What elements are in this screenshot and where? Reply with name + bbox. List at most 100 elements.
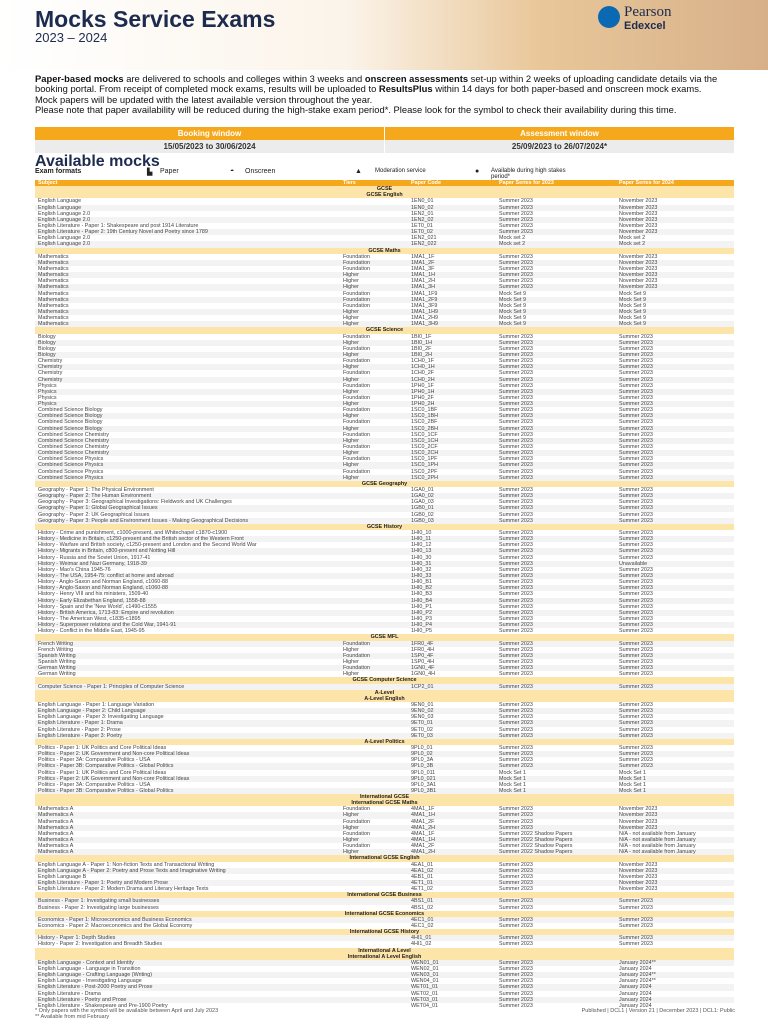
cell: Foundation — [343, 419, 370, 426]
cell: 1HI0_P1 — [411, 603, 432, 610]
cell: Foundation — [343, 302, 370, 309]
table-row: Mathematics Foundation 1MA1_2F9 Mock Set 9 M… — [35, 296, 734, 303]
cell: Physics — [38, 388, 57, 395]
cell: Summer 2023 — [499, 198, 533, 205]
cell: Summer 2023 — [619, 388, 653, 395]
cell: 9PL0_011 — [411, 769, 436, 776]
cell: 1FR0_4F — [411, 640, 434, 647]
cell: Higher — [343, 278, 359, 285]
table-row: Geography - Paper 3: Geographical Invest… — [35, 499, 734, 505]
cell: Combined Science Biology — [38, 425, 103, 432]
cell: Summer 2023 — [499, 573, 533, 579]
table-row: Mathematics A Higher 4MA1_2H Summer 2022 Sh… — [35, 849, 734, 856]
table-row: Chemistry Higher 1CH0_1H Summer 2023 Summer … — [35, 364, 734, 371]
cell: Combined Science Physics — [38, 468, 104, 475]
table-row: English Language 2.0 1EN2_01 Summer 2023 No… — [35, 211, 734, 217]
cell: 1MA1_1F — [411, 253, 435, 260]
cell: Mock Set 1 — [619, 787, 646, 794]
cell: 9PL0_3A1 — [411, 781, 437, 788]
cell: Higher — [343, 671, 359, 678]
cell: Summer 2023 — [619, 474, 653, 481]
cell: Summer 2023 — [499, 984, 533, 991]
cell: Biology — [38, 351, 56, 358]
cell: 1SC0_1BH — [411, 413, 438, 420]
cell: Summer 2023 — [499, 542, 533, 549]
table-row: History - The American West, c1835-c1895… — [35, 616, 734, 622]
cell: Summer 2023 — [499, 425, 533, 432]
cell: 1MA1_3F — [411, 265, 435, 272]
cell: Summer 2023 — [619, 646, 653, 653]
cell: Biology — [38, 345, 56, 352]
subject-heading: International A Level English — [35, 953, 734, 960]
cell: Summer 2023 — [619, 720, 653, 727]
cell: Summer 2023 — [499, 253, 533, 260]
cell: Summer 2023 — [619, 744, 653, 751]
cell: November 2023 — [619, 265, 658, 272]
cell: January 2024 — [619, 966, 652, 972]
cell: Summer 2023 — [619, 419, 653, 426]
cell: 1BI0_1H — [411, 339, 432, 346]
cell: Mock Set 1 — [619, 769, 646, 776]
cell: Summer 2022 Shadow Papers — [499, 837, 573, 844]
table-row: Combined Science Chemistry Foundation 1SC0… — [35, 444, 734, 450]
cell: English Language — [38, 198, 82, 205]
cell: Foundation — [343, 259, 370, 266]
mocks-table: Subject Tiers Paper Code Paper Series for 2… — [35, 180, 734, 1009]
cell: Summer 2023 — [499, 579, 533, 586]
cell: 1MA1_3F9 — [411, 302, 438, 309]
cell: 4EC1_02 — [411, 923, 434, 930]
cell: 1HI0_33 — [411, 573, 432, 579]
table-row: Politics - Paper 3B: Comparative Politic… — [35, 787, 734, 795]
cell: Summer 2023 — [499, 757, 533, 764]
cell: Mock Set 9 — [619, 315, 646, 322]
cell: Summer 2023 — [619, 935, 653, 942]
cell: Mathematics A — [38, 824, 74, 831]
cell: 1SC0_1PF — [411, 456, 438, 463]
cell: 1SP0_4H — [411, 658, 435, 665]
column-header: Paper Series for 2024 — [619, 180, 674, 186]
table-row: English Literature - Paper 1: Drama 9ET0_… — [35, 720, 734, 727]
cell: Summer 2023 — [499, 468, 533, 475]
table-row: English Literature - Shakespeare and Pre… — [35, 1003, 734, 1009]
cell: WET02_01 — [411, 990, 438, 997]
cell: November 2023 — [619, 278, 658, 285]
cell: Biology — [38, 339, 56, 346]
cell: N/A - not available from January — [619, 843, 696, 850]
cell: English Language - Language in Transitio… — [38, 966, 141, 972]
cell: Summer 2023 — [499, 671, 533, 678]
cell: 1HI0_12 — [411, 542, 432, 549]
table-row: History - Paper 1: Depth Studies 4HI1_01 S… — [35, 935, 734, 942]
cell: 1MA1_1H9 — [411, 308, 438, 315]
cell: WEN03_01 — [411, 972, 439, 979]
cell: 1MA1_1F9 — [411, 290, 438, 297]
subject-heading: GCSE English — [35, 192, 734, 199]
cell: Summer 2023 — [619, 726, 653, 733]
cell: Summer 2023 — [619, 462, 653, 469]
table-row: English Language A - Paper 2: Poetry and… — [35, 867, 734, 874]
cell: Summer 2023 — [499, 536, 533, 543]
cell: Summer 2023 — [499, 358, 533, 365]
cell: Summer 2023 — [499, 886, 533, 893]
cell: 9PL0_3A — [411, 757, 434, 764]
table-row: History - Russia and the Soviet Union, 1… — [35, 555, 734, 561]
paper-icon: ▙ — [147, 169, 153, 176]
cell: Summer 2023 — [619, 530, 653, 537]
table-row: Combined Science Physics Foundation 1SC0_1… — [35, 456, 734, 462]
cell: Summer 2023 — [499, 941, 533, 948]
cell: Politics - Paper 3A: Comparative Politic… — [38, 757, 151, 764]
cell: Summer 2023 — [619, 708, 653, 715]
cell: History - Paper 2: Investigation and Bre… — [38, 941, 163, 948]
cell: Summer 2023 — [619, 701, 653, 708]
cell: Mock Set 1 — [499, 775, 526, 782]
table-row: Chemistry Foundation 1CH0_2F Summer 2023 Sum… — [35, 370, 734, 376]
cell: Higher — [343, 401, 359, 408]
cell: Foundation — [343, 394, 370, 401]
cell: Summer 2023 — [499, 401, 533, 408]
cell: 1ET0_02 — [411, 229, 433, 236]
cell: Spanish Writing — [38, 658, 76, 665]
cell: Summer 2023 — [499, 714, 533, 721]
cell: Summer 2023 — [619, 652, 653, 659]
cell: 4EA1_02 — [411, 867, 434, 874]
cell: Summer 2023 — [499, 628, 533, 635]
